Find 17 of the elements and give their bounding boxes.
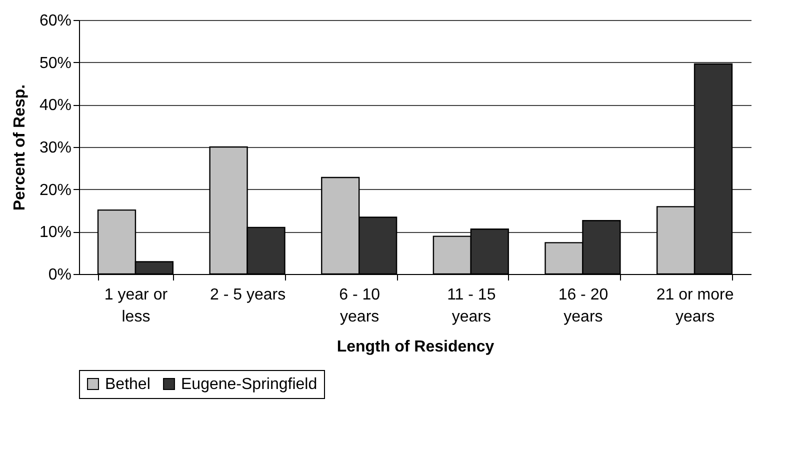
x-tick-label: 1 year or less	[104, 286, 168, 326]
y-tick-label: 50%	[39, 54, 72, 72]
x-tick-label: 11 - 15 years	[447, 286, 496, 326]
legend-label: Bethel	[105, 376, 150, 393]
y-tick-label: 10%	[39, 224, 72, 242]
y-tick-label: 40%	[39, 97, 72, 114]
y-axis-title: Percent of Resp.	[11, 84, 28, 211]
x-tick-label: 6 - 10 years	[339, 286, 380, 326]
y-tick-label: 20%	[39, 182, 72, 199]
x-tick-label: 2 - 5 years	[210, 286, 286, 304]
x-tick-label: 21 or more years	[656, 286, 734, 326]
y-tick-label: 60%	[39, 12, 72, 30]
y-tick-label: 30%	[39, 140, 72, 156]
legend-label: Eugene-Springfield	[181, 376, 318, 393]
x-tick-label: 16 - 20 years	[558, 286, 608, 326]
y-tick-label: 0%	[48, 266, 72, 284]
x-axis-title: Length of Residency	[336, 338, 494, 356]
